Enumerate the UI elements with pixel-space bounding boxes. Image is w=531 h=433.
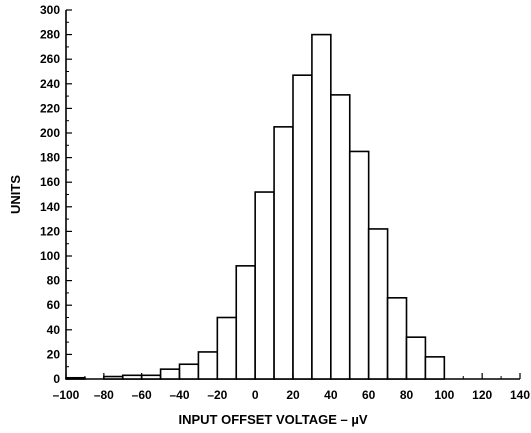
x-tick-label: –20 xyxy=(207,388,227,402)
histogram-bar xyxy=(311,33,332,380)
x-tick-label: 80 xyxy=(400,388,414,402)
y-tick-label: 160 xyxy=(40,175,60,189)
histogram-bar xyxy=(348,150,370,380)
y-tick-label: 300 xyxy=(40,3,60,17)
histogram-bar xyxy=(235,265,256,380)
histogram-bar xyxy=(197,351,219,380)
y-tick-label: 20 xyxy=(47,347,61,361)
x-tick-label: 20 xyxy=(286,388,300,402)
histogram-bar xyxy=(159,368,181,380)
x-axis: –100 –80 –60 –40 –20 0 20 40 60 80 100 120 140 xyxy=(53,373,530,402)
x-tick-label: –40 xyxy=(169,388,189,402)
y-tick-label: 40 xyxy=(47,323,61,337)
y-tick-label: 120 xyxy=(40,224,60,238)
y-tick-label: 100 xyxy=(40,249,60,263)
x-tick-label: 40 xyxy=(324,388,338,402)
histogram-bar xyxy=(424,356,446,380)
x-tick-label: 60 xyxy=(362,388,376,402)
y-axis: 0 20 40 60 80 100 120 140 160 180 200 220 240 260 280 3… xyxy=(40,3,72,386)
y-tick-label: 180 xyxy=(40,151,60,165)
histogram-bar xyxy=(103,375,124,380)
x-tick-label: 100 xyxy=(434,388,454,402)
histogram-bar xyxy=(292,74,313,380)
histogram-bar xyxy=(330,94,351,380)
y-tick-label: 240 xyxy=(40,77,60,91)
y-tick-label: 80 xyxy=(47,274,61,288)
histogram-bar xyxy=(140,374,162,380)
y-tick-label: 260 xyxy=(40,52,60,66)
histogram-bar xyxy=(121,374,143,380)
x-tick-label: –100 xyxy=(53,388,80,402)
histogram-bar xyxy=(178,363,200,380)
y-tick-label: 0 xyxy=(53,372,60,386)
histogram-bar xyxy=(273,126,294,380)
y-tick-label: 220 xyxy=(40,101,60,115)
histogram-bar xyxy=(367,228,389,380)
x-tick-label: 140 xyxy=(510,388,530,402)
y-tick-label: 60 xyxy=(47,298,61,312)
y-tick-label: 140 xyxy=(40,200,60,214)
x-tick-label: 120 xyxy=(472,388,492,402)
histogram-bar xyxy=(405,336,427,380)
x-tick-label: –60 xyxy=(132,388,152,402)
histogram-bars xyxy=(65,33,446,380)
histogram-bar xyxy=(216,316,238,380)
x-axis-title: INPUT OFFSET VOLTAGE – µV xyxy=(178,412,367,427)
y-tick-label: 280 xyxy=(40,28,60,42)
x-tick-label: 0 xyxy=(252,388,259,402)
y-axis-title: UNITS xyxy=(8,175,23,214)
histogram-bar xyxy=(386,297,408,380)
x-tick-label: –80 xyxy=(94,388,114,402)
histogram-bar xyxy=(254,191,275,380)
y-tick-label: 200 xyxy=(40,126,60,140)
